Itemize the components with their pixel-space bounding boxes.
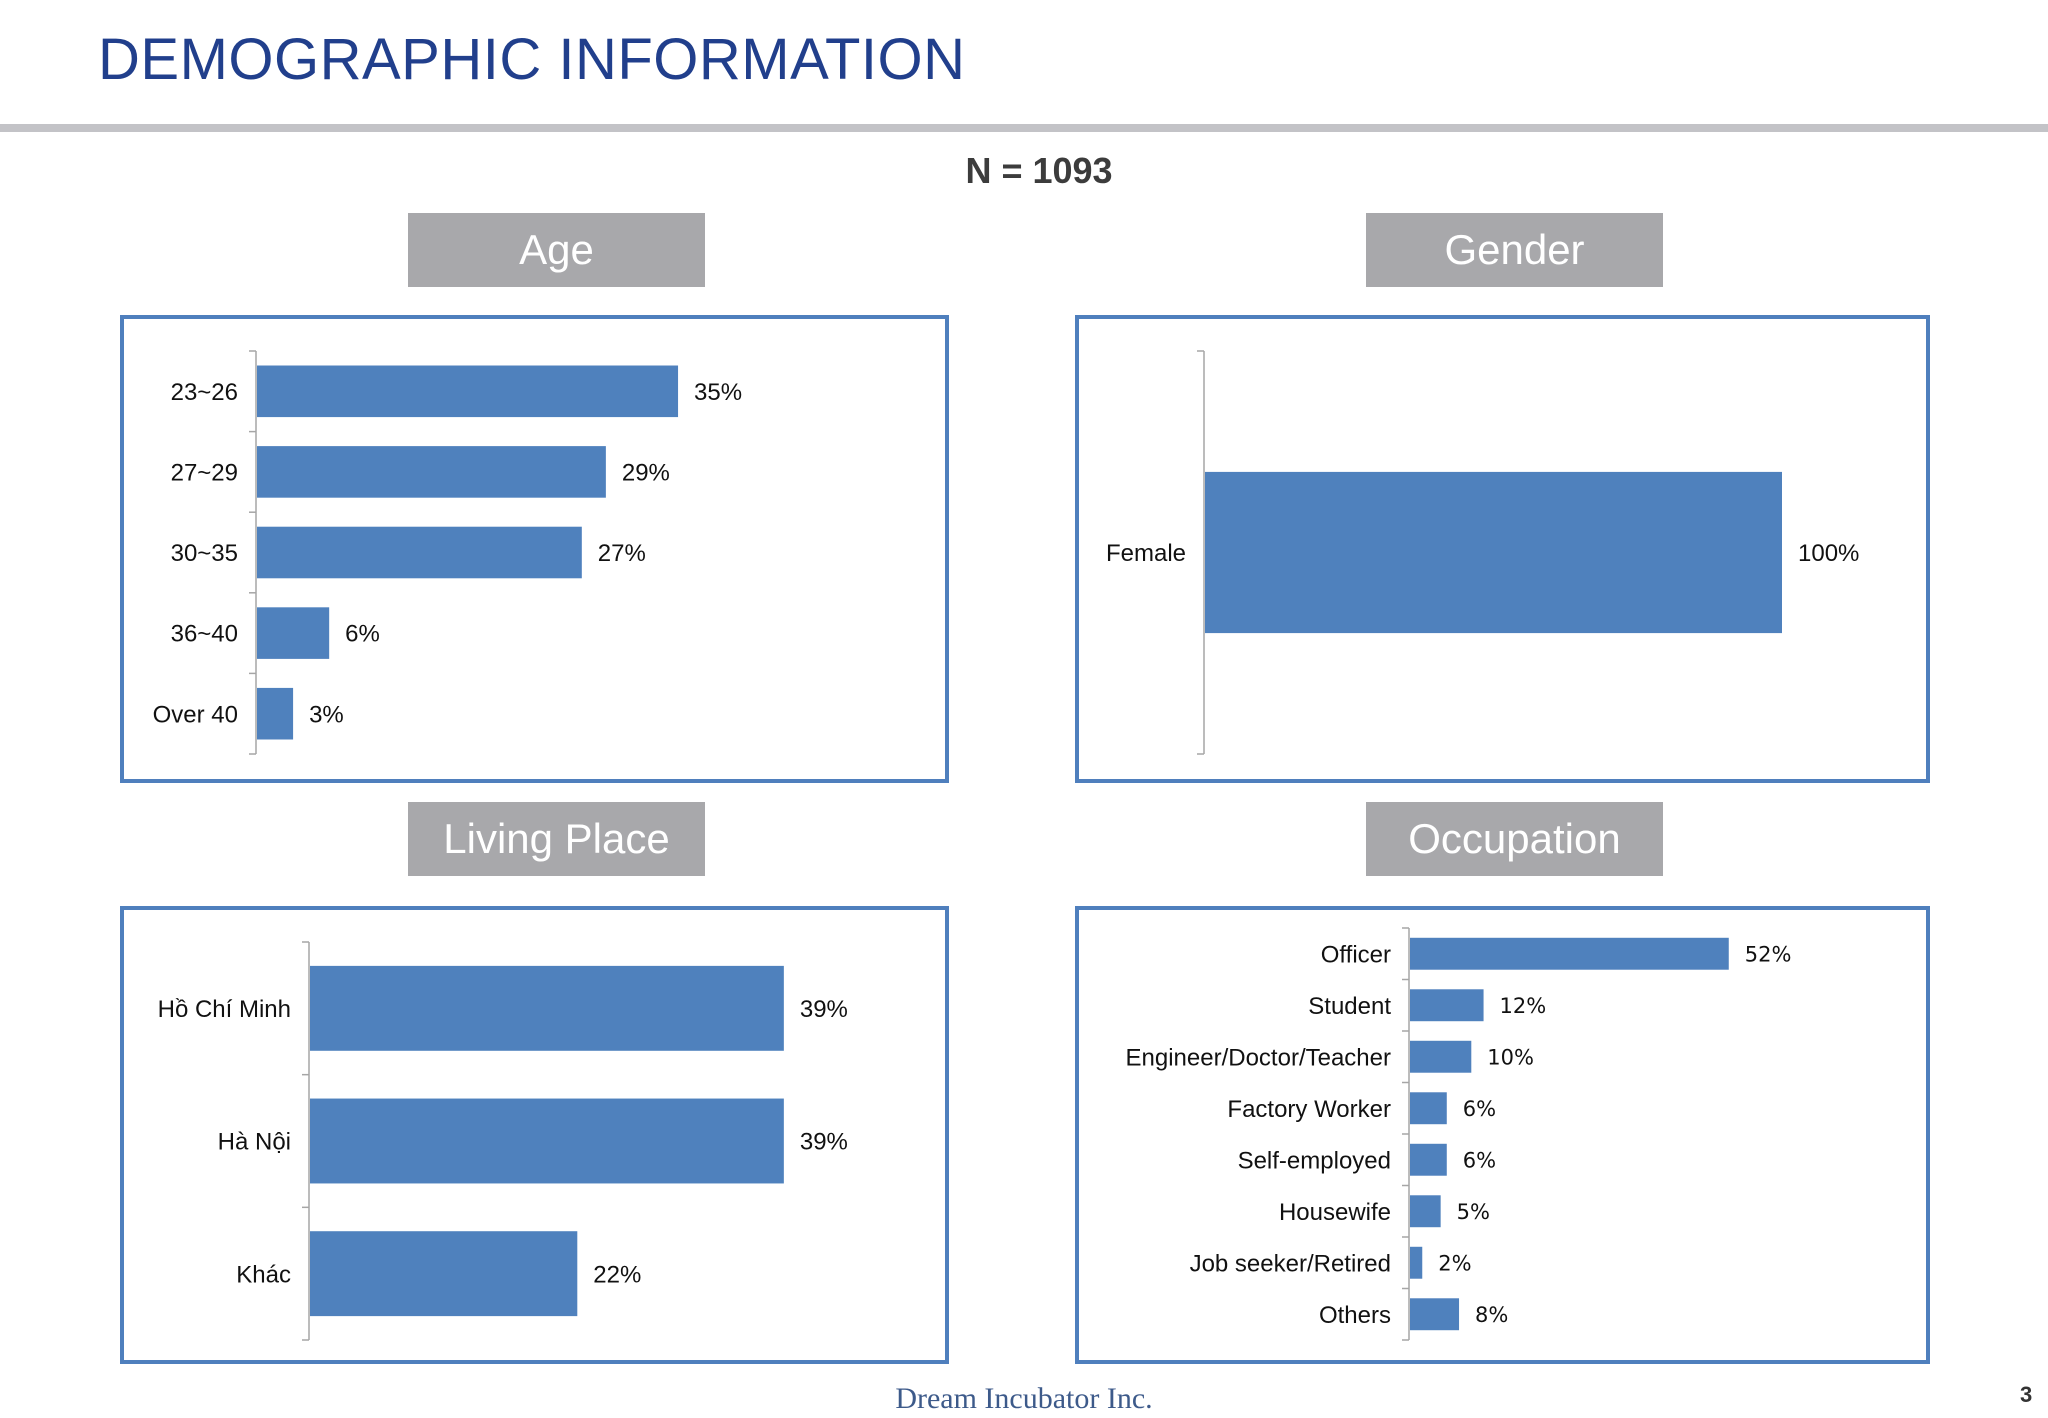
age-data-label: 27%	[598, 540, 646, 567]
age-category-label: Over 40	[153, 701, 238, 728]
occupation-category-label: Factory Worker	[1227, 1096, 1391, 1123]
occupation-category-label: Self-employed	[1238, 1147, 1391, 1174]
occupation-data-label: 6%	[1463, 1097, 1496, 1121]
occupation-bar	[1410, 1092, 1447, 1125]
age-bar	[257, 446, 606, 498]
gender-data-label: 100%	[1798, 540, 1859, 567]
age-bar	[257, 607, 330, 659]
company-footer: Dream Incubator Inc.	[895, 1382, 1153, 1415]
sample-size: N = 1093	[965, 150, 1113, 191]
page-number: 3	[2020, 1382, 2033, 1407]
gender-category-label: Female	[1106, 540, 1186, 567]
living-data-label: 22%	[593, 1261, 641, 1288]
age-bar	[257, 526, 582, 579]
age-category-label: 36~40	[171, 621, 238, 648]
occupation-data-label: 10%	[1487, 1045, 1534, 1069]
occupation-bar	[1410, 1195, 1441, 1228]
occupation-chart-header: Occupation	[1366, 802, 1663, 876]
age-chart-header: Age	[408, 213, 705, 287]
occupation-bar	[1410, 1298, 1460, 1331]
occupation-data-label: 2%	[1438, 1251, 1471, 1275]
page-title: DEMOGRAPHIC INFORMATION	[98, 27, 966, 92]
age-chart: 23~26 35% 27~29 29% 30~35 27% 36~40 6% Over 40 3%	[120, 315, 949, 783]
living-bar	[310, 965, 784, 1051]
gender-chart-svg: Female 100%	[1106, 350, 1859, 755]
age-bar	[257, 365, 679, 418]
living-category-label: Khác	[236, 1261, 291, 1288]
age-data-label: 35%	[694, 379, 742, 406]
title-divider	[0, 124, 2048, 132]
occupation-chart: Officer 52% Student 12% Engineer/Doctor/Teac…	[1075, 906, 1930, 1364]
occupation-category-label: Housewife	[1279, 1199, 1391, 1226]
living-bar	[310, 1098, 784, 1184]
age-category-label: 27~29	[171, 460, 238, 487]
living-place-chart-svg: Hồ Chí Minh 39% Hà Nội 39% Khác 22%	[158, 941, 848, 1341]
age-category-label: 30~35	[171, 540, 238, 567]
living-place-chart-header: Living Place	[408, 802, 705, 876]
occupation-bar	[1410, 1040, 1472, 1073]
occupation-category-label: Job seeker/Retired	[1190, 1250, 1391, 1277]
living-category-label: Hà Nội	[218, 1129, 291, 1156]
occupation-bar	[1410, 989, 1484, 1022]
occupation-bar	[1410, 1143, 1447, 1176]
age-chart-svg: 23~26 35% 27~29 29% 30~35 27% 36~40 6% Over 40 3%	[153, 350, 742, 755]
gender-bar	[1205, 471, 1782, 634]
occupation-data-label: 8%	[1475, 1303, 1508, 1327]
living-place-chart: Hồ Chí Minh 39% Hà Nội 39% Khác 22%	[120, 906, 949, 1364]
age-data-label: 3%	[309, 701, 344, 728]
occupation-category-label: Others	[1319, 1302, 1391, 1329]
occupation-category-label: Engineer/Doctor/Teacher	[1126, 1044, 1391, 1071]
living-data-label: 39%	[800, 1129, 848, 1156]
occupation-data-label: 5%	[1457, 1200, 1490, 1224]
age-data-label: 29%	[622, 460, 670, 487]
occupation-category-label: Officer	[1321, 941, 1391, 968]
living-data-label: 39%	[800, 996, 848, 1023]
age-category-label: 23~26	[171, 379, 238, 406]
occupation-bar	[1410, 1246, 1423, 1279]
living-bar	[310, 1231, 578, 1317]
occupation-data-label: 6%	[1463, 1148, 1496, 1172]
occupation-data-label: 52%	[1745, 942, 1792, 966]
gender-chart: Female 100%	[1075, 315, 1930, 783]
occupation-bar	[1410, 937, 1729, 970]
occupation-category-label: Student	[1308, 993, 1391, 1020]
age-data-label: 6%	[345, 621, 380, 648]
age-bar	[257, 687, 294, 740]
occupation-chart-svg: Officer 52% Student 12% Engineer/Doctor/Teac…	[1126, 927, 1792, 1341]
gender-chart-header: Gender	[1366, 213, 1663, 287]
occupation-data-label: 12%	[1500, 994, 1547, 1018]
living-category-label: Hồ Chí Minh	[158, 996, 291, 1023]
